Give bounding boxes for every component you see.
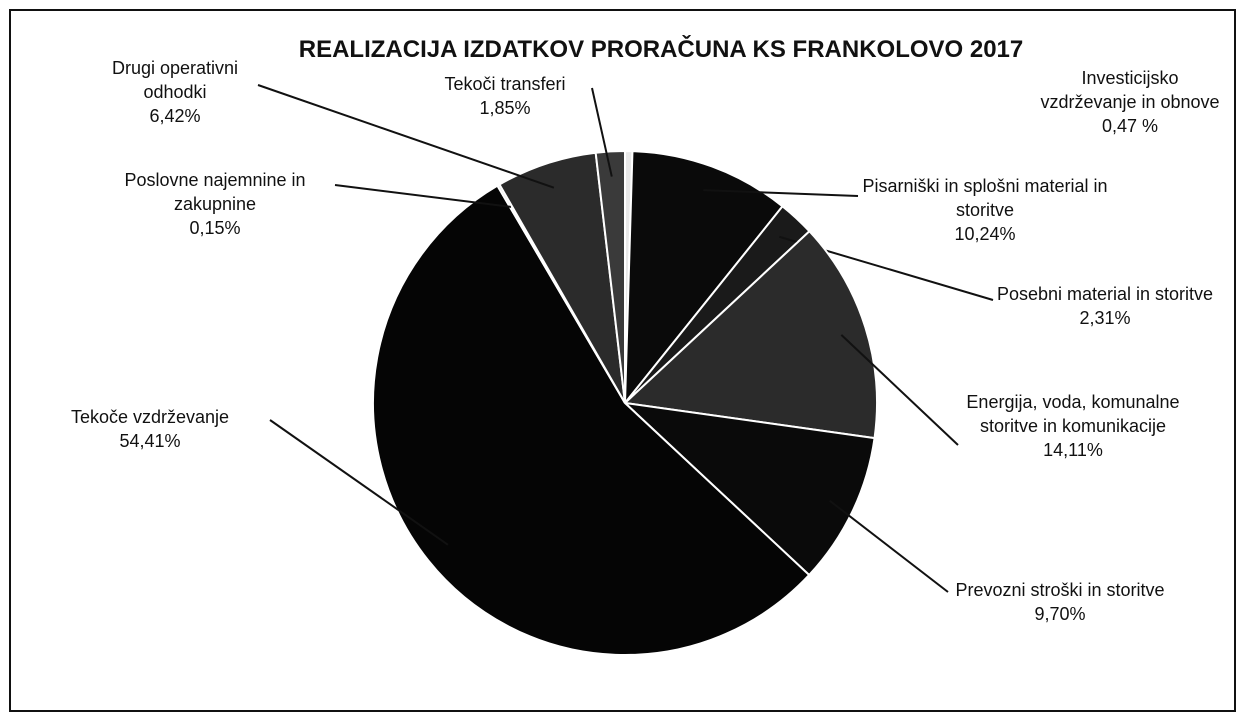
value-label: 54,41% bbox=[119, 431, 181, 451]
slice-label: Energija, voda, komunalne storitve in ko… bbox=[966, 392, 1180, 436]
chart-title: REALIZACIJA IZDATKOV PRORAČUNA KS FRANKO… bbox=[298, 36, 1024, 63]
leader-line bbox=[829, 499, 949, 593]
pie-slice bbox=[371, 184, 811, 656]
slice-label: Investicijsko vzdrževanje in obnove bbox=[1040, 68, 1220, 112]
value-label: 6,42% bbox=[149, 106, 201, 126]
value-label: 2,31% bbox=[1079, 308, 1131, 328]
slice-label: Tekoče vzdrževanje bbox=[70, 407, 230, 427]
slice-label: Prevozni stroški in storitve bbox=[955, 580, 1165, 600]
value-label: 0,47 % bbox=[1101, 116, 1159, 136]
slice-label: Posebni material in storitve bbox=[996, 284, 1214, 304]
leader-line bbox=[591, 87, 613, 177]
value-label: 1,85% bbox=[479, 98, 531, 118]
leader-line bbox=[269, 419, 449, 546]
slice-label: Pisarniški in splošni material in storit… bbox=[862, 176, 1108, 220]
value-label: 14,11% bbox=[1043, 440, 1103, 460]
pie-slice bbox=[622, 401, 876, 577]
chart-border bbox=[9, 9, 1236, 712]
slice-label: Tekoči transferi bbox=[444, 74, 566, 94]
value-label: 0,15% bbox=[189, 218, 241, 238]
pie-slice bbox=[622, 229, 878, 440]
leader-line bbox=[334, 184, 512, 208]
leader-line bbox=[703, 189, 859, 197]
pie-slice bbox=[623, 150, 784, 406]
value-label: 10,24% bbox=[954, 224, 1016, 244]
pie-slice bbox=[594, 149, 626, 404]
leader-line bbox=[840, 334, 959, 446]
slice-label: Poslovne najemnine in zakupnine bbox=[124, 170, 306, 214]
leader-line bbox=[257, 84, 555, 189]
slice-label: Drugi operativni odhodki bbox=[111, 58, 239, 102]
value-label: 9,70% bbox=[1034, 604, 1086, 624]
